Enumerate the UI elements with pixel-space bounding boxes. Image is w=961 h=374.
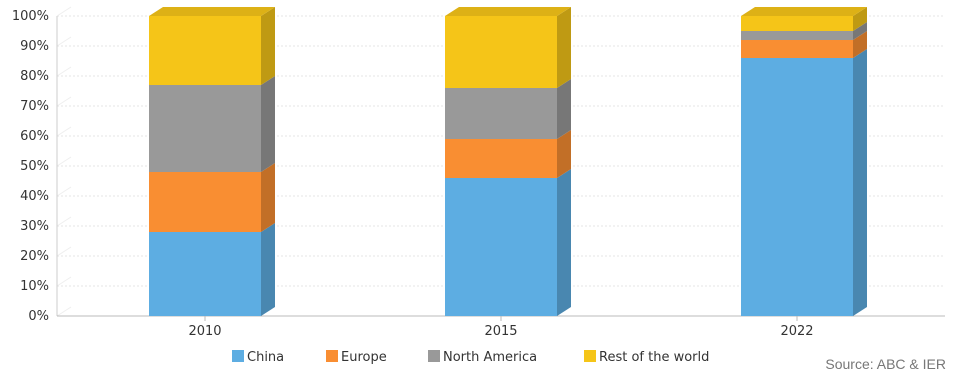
gridline-depth [56,66,72,77]
legend-label-china: China [247,350,284,365]
bar-top-rest-of-the-world-2022 [741,7,867,16]
bar-side-rest-of-the-world-2010 [261,7,275,85]
legend: China Europe North America Rest of the worl… [232,350,709,365]
bar-china-2010 [149,232,261,316]
bar-side-china-2015 [557,169,571,316]
bar-top-rest-of-the-world-2015 [445,7,571,16]
bar-north-america-2022 [741,31,853,40]
legend-label-rest-of-the-world: Rest of the world [599,350,709,365]
legend-swatch-europe [326,350,338,362]
legend-label-north-america: North America [443,350,537,365]
gridline-depth [56,126,72,137]
y-tick-label: 20% [20,249,49,264]
gridline-depth [56,156,72,167]
gridline-depth [56,96,72,107]
x-tick-label: 2015 [484,324,517,339]
gridline-depth [56,186,72,197]
y-tick-label: 70% [20,99,49,114]
x-tick-label: 2022 [780,324,813,339]
bar-stack-2015 [445,7,571,316]
legend-swatch-north-america [428,350,440,362]
bar-side-north-america-2010 [261,76,275,172]
gridline-depth [56,216,72,227]
gridline-depth [56,36,72,47]
bar-top-rest-of-the-world-2010 [149,7,275,16]
bar-rest-of-the-world-2015 [445,16,557,88]
gridline-depth [56,6,72,17]
bar-stacks [149,7,867,316]
bar-side-north-america-2015 [557,79,571,139]
y-tick-label: 100% [12,9,49,24]
gridline-depth [56,306,72,317]
y-tick-label: 60% [20,129,49,144]
x-tick-label: 2010 [188,324,221,339]
y-tick-label: 80% [20,69,49,84]
y-tick-label: 30% [20,219,49,234]
bar-north-america-2015 [445,88,557,139]
y-tick-label: 50% [20,159,49,174]
bar-china-2022 [741,58,853,316]
bar-rest-of-the-world-2010 [149,16,261,85]
bar-side-china-2010 [261,223,275,316]
bar-rest-of-the-world-2022 [741,16,853,31]
bar-north-america-2010 [149,85,261,172]
x-axis: 2010 2015 2022 [188,316,814,339]
bar-europe-2015 [445,139,557,178]
y-tick-label: 40% [20,189,49,204]
legend-label-europe: Europe [341,350,387,365]
y-tick-label: 0% [28,309,49,324]
legend-swatch-rest-of-the-world [584,350,596,362]
bar-side-rest-of-the-world-2015 [557,7,571,88]
bar-side-north-america-2022 [853,22,867,40]
bar-europe-2022 [741,40,853,58]
y-tick-label: 10% [20,279,49,294]
bar-side-rest-of-the-world-2022 [853,7,867,31]
y-tick-label: 90% [20,39,49,54]
legend-swatch-china [232,350,244,362]
bar-side-china-2022 [853,49,867,316]
bar-side-europe-2015 [557,130,571,178]
gridline-depth [56,246,72,257]
bar-stack-2010 [149,7,275,316]
y-axis: 0% 10% 20% 30% 40% 50% 60% 70% 80% 90% 100% [12,9,945,324]
bar-side-europe-2010 [261,163,275,232]
bar-china-2015 [445,178,557,316]
gridline-depth [56,276,72,287]
bar-stack-2022 [741,7,867,316]
source-note: Source: ABC & IER [825,356,946,372]
bar-europe-2010 [149,172,261,232]
